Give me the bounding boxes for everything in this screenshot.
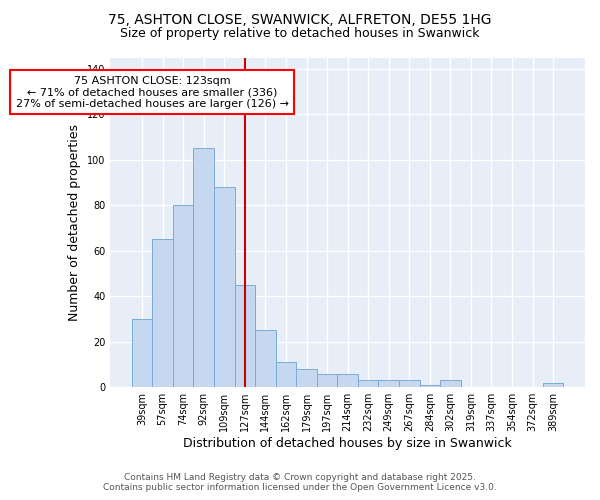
- Bar: [214, 187, 235, 387]
- Bar: [317, 374, 337, 387]
- Bar: [440, 380, 461, 387]
- Text: 75, ASHTON CLOSE, SWANWICK, ALFRETON, DE55 1HG: 75, ASHTON CLOSE, SWANWICK, ALFRETON, DE…: [108, 12, 492, 26]
- Text: 75 ASHTON CLOSE: 123sqm
← 71% of detached houses are smaller (336)
27% of semi-d: 75 ASHTON CLOSE: 123sqm ← 71% of detache…: [16, 76, 289, 109]
- Y-axis label: Number of detached properties: Number of detached properties: [68, 124, 82, 321]
- Bar: [173, 206, 193, 387]
- Bar: [296, 369, 317, 387]
- Bar: [152, 240, 173, 387]
- X-axis label: Distribution of detached houses by size in Swanwick: Distribution of detached houses by size …: [183, 437, 512, 450]
- Bar: [419, 385, 440, 387]
- Bar: [337, 374, 358, 387]
- Text: Size of property relative to detached houses in Swanwick: Size of property relative to detached ho…: [120, 28, 480, 40]
- Bar: [255, 330, 275, 387]
- Text: Contains HM Land Registry data © Crown copyright and database right 2025.
Contai: Contains HM Land Registry data © Crown c…: [103, 473, 497, 492]
- Bar: [275, 362, 296, 387]
- Bar: [193, 148, 214, 387]
- Bar: [132, 319, 152, 387]
- Bar: [235, 285, 255, 387]
- Bar: [399, 380, 419, 387]
- Bar: [358, 380, 379, 387]
- Bar: [543, 382, 563, 387]
- Bar: [379, 380, 399, 387]
